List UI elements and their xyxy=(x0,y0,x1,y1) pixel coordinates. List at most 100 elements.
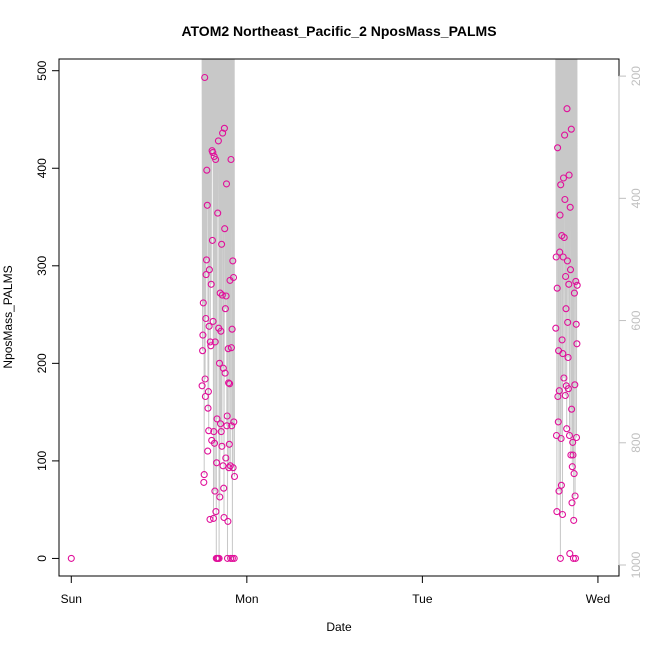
data-point xyxy=(216,493,224,501)
x-tick-label: Wed xyxy=(586,592,610,606)
data-point xyxy=(207,342,215,350)
data-point xyxy=(218,442,226,450)
data-point xyxy=(216,289,224,297)
data-point xyxy=(224,517,232,525)
data-point xyxy=(226,380,234,388)
data-point xyxy=(204,404,212,412)
data-point xyxy=(573,340,581,348)
data-point xyxy=(556,554,564,562)
data-point xyxy=(572,433,581,442)
data-point xyxy=(200,471,208,479)
data-point xyxy=(217,327,225,335)
altitude-line-segment xyxy=(555,59,578,559)
data-point xyxy=(204,388,212,396)
data-point xyxy=(561,195,569,204)
x-tick-label: Mon xyxy=(235,592,258,606)
data-point xyxy=(225,440,233,448)
data-point xyxy=(201,375,209,383)
data-point xyxy=(552,324,560,332)
data-point xyxy=(201,392,209,401)
y-tick-label: 500 xyxy=(35,60,49,80)
data-point xyxy=(200,478,208,486)
data-point xyxy=(571,381,579,389)
chart-title: ATOM2 Northeast_Pacific_2 NposMass_PALMS xyxy=(181,23,496,39)
data-point xyxy=(211,338,219,346)
data-point xyxy=(213,459,221,467)
x-tick-label: Sun xyxy=(61,592,82,606)
data-point xyxy=(201,73,209,82)
data-point xyxy=(221,305,229,313)
data-point xyxy=(220,124,228,132)
data-point xyxy=(220,484,228,492)
data-point xyxy=(202,314,210,323)
data-point xyxy=(560,374,568,382)
data-point xyxy=(559,174,568,182)
data-point xyxy=(570,516,578,524)
data-point xyxy=(568,499,576,507)
data-point xyxy=(218,291,226,299)
data-point xyxy=(67,554,75,562)
data-point xyxy=(566,203,574,211)
data-point xyxy=(571,492,579,500)
data-point xyxy=(562,272,570,281)
y-tick-label: 0 xyxy=(35,555,49,562)
data-point xyxy=(215,554,223,562)
y2-tick-label: 800 xyxy=(629,432,643,452)
data-point xyxy=(219,462,227,470)
data-point xyxy=(229,257,237,265)
y-axis-label: NposMass_PALMS xyxy=(1,265,15,368)
data-point xyxy=(209,317,217,325)
data-point xyxy=(219,129,227,137)
data-point xyxy=(202,271,210,279)
data-point xyxy=(227,344,235,352)
y-tick-label: 300 xyxy=(35,255,49,275)
data-point xyxy=(203,166,211,174)
data-point xyxy=(566,550,574,558)
data-point xyxy=(202,256,211,264)
data-point xyxy=(558,336,566,344)
data-point xyxy=(207,280,215,288)
x-axis: Sun Mon Tue Wed xyxy=(61,575,610,606)
y-tick-label: 400 xyxy=(35,158,49,178)
x-axis-label: Date xyxy=(326,620,352,634)
data-point xyxy=(572,277,580,285)
data-point xyxy=(198,382,206,390)
data-point xyxy=(222,180,231,188)
data-point xyxy=(210,439,219,447)
data-point xyxy=(552,253,560,261)
data-point xyxy=(199,331,207,339)
data-point xyxy=(563,425,571,433)
y2-tick-label: 1000 xyxy=(629,551,643,578)
data-point xyxy=(553,508,561,516)
data-point xyxy=(565,171,573,179)
data-point xyxy=(564,318,572,326)
data-point xyxy=(567,451,575,459)
data-point xyxy=(211,487,219,495)
data-point xyxy=(563,257,571,265)
data-point xyxy=(554,144,562,152)
data-point xyxy=(570,470,578,478)
data-point xyxy=(209,514,218,522)
data-point xyxy=(572,320,580,328)
data-point xyxy=(205,427,213,435)
data-point xyxy=(564,353,572,362)
data-point xyxy=(561,131,569,139)
data-point xyxy=(229,464,237,472)
data-point xyxy=(569,438,577,446)
data-point xyxy=(223,554,232,562)
altitude-line-segment xyxy=(201,59,235,559)
data-point xyxy=(223,412,231,420)
data-point xyxy=(559,253,567,261)
data-point xyxy=(205,322,213,330)
data-point xyxy=(222,292,230,300)
data-point xyxy=(225,379,233,387)
data-point xyxy=(562,305,570,313)
data-point xyxy=(221,369,229,377)
data-point xyxy=(209,149,217,157)
data-point xyxy=(213,415,221,423)
data-point xyxy=(557,181,565,189)
data-point xyxy=(555,487,563,495)
data-point xyxy=(564,385,572,393)
data-point xyxy=(199,299,207,307)
